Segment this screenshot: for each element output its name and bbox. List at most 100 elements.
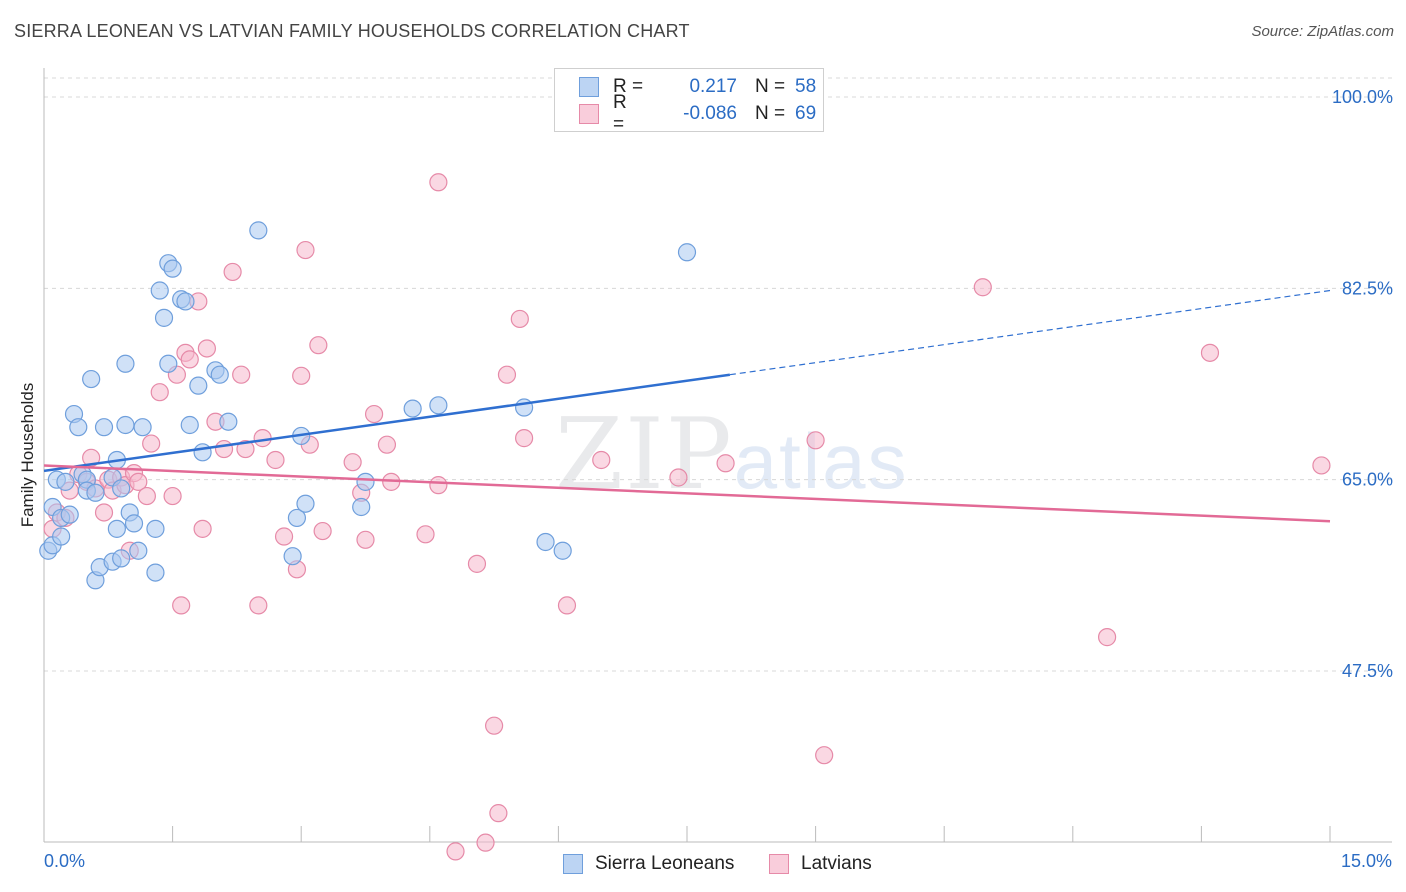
latvian-point xyxy=(467,554,487,573)
sierra-leonean-point xyxy=(210,365,229,384)
sierra-leonean-point xyxy=(403,399,422,418)
legend-r-label: R = xyxy=(613,92,627,135)
latvian-point xyxy=(815,746,834,765)
latvian-point xyxy=(253,429,272,448)
latvian-point xyxy=(180,350,199,369)
sierra-leonean-point xyxy=(553,541,572,560)
sierra-leonean-point xyxy=(112,479,131,498)
correlation-legend: R = 0.217 N = 58 R = -0.086 N = 69 xyxy=(554,68,824,135)
sierra-leonean-point xyxy=(429,396,448,415)
latvian-point xyxy=(510,309,529,329)
latvian-point xyxy=(274,527,294,546)
latvian-point xyxy=(416,525,435,544)
sierra-leonean-point xyxy=(82,369,101,389)
sierra-leonean-point xyxy=(146,563,165,582)
bottom-legend-sierra-leoneans: Sierra Leoneans xyxy=(563,851,734,877)
chart-title: SIERRA LEONEAN VS LATVIAN FAMILY HOUSEHO… xyxy=(14,21,690,41)
legend-r-label: R = xyxy=(613,76,644,97)
sierra-leonean-point xyxy=(129,541,148,560)
bottom-legend-latvians: Latvians xyxy=(769,851,872,877)
latvian-point xyxy=(429,476,448,495)
sierra-leonean-point xyxy=(124,514,144,533)
sierra-leonean-point xyxy=(180,415,199,435)
sierra-leonean-point xyxy=(112,549,131,568)
latvian-point xyxy=(1200,343,1220,362)
y-tick-label: 65.0% xyxy=(1342,470,1393,490)
bottom-legend-swatch-pink xyxy=(769,854,789,874)
latvian-point xyxy=(236,439,255,459)
sierra-leonean-point xyxy=(94,418,114,437)
latvian-point xyxy=(592,450,611,470)
legend-swatch-blue xyxy=(579,77,599,97)
sierra-leonean-point xyxy=(146,519,165,538)
sierra-leonean-point xyxy=(159,354,178,373)
latvian-point xyxy=(129,472,148,491)
sierra-leonean-point xyxy=(249,221,268,240)
sierra-leonean-point xyxy=(56,472,75,491)
latvian-point xyxy=(232,365,251,384)
latvian-point xyxy=(193,519,212,538)
sierra-leonean-point xyxy=(107,519,126,538)
latvian-point xyxy=(313,521,332,541)
sierra-leonean-point xyxy=(116,354,135,373)
legend-n-label: N = xyxy=(755,76,786,97)
latvian-point xyxy=(716,454,735,473)
sierra-leonean-point xyxy=(193,443,212,462)
latvian-point xyxy=(377,435,397,454)
x-tick-max: 15.0% xyxy=(1340,851,1392,871)
chart-source: Source: ZipAtlas.com xyxy=(1251,23,1394,40)
bottom-legend-swatch-blue xyxy=(563,854,583,874)
sierra-leonean-trendline-extension xyxy=(729,289,1331,376)
sierra-leonean-point xyxy=(677,243,697,262)
sierra-leonean-point xyxy=(133,418,152,437)
latvian-point xyxy=(296,240,315,260)
sierra-leonean-point xyxy=(189,376,208,395)
sierra-leonean-point xyxy=(116,415,135,435)
legend-swatch-pink xyxy=(579,104,599,124)
latvian-point xyxy=(557,596,577,615)
latvian-point xyxy=(429,173,448,192)
bottom-legend-label: Latvians xyxy=(801,853,872,874)
latvian-point xyxy=(142,434,161,453)
latvian-point xyxy=(266,450,285,470)
legend-r-value: -0.086 xyxy=(683,103,737,124)
latvian-point xyxy=(476,833,495,852)
x-tick-min: 0.0% xyxy=(44,851,86,871)
latvian-point xyxy=(309,336,328,355)
latvian-point xyxy=(172,596,191,615)
y-tick-label: 47.5% xyxy=(1342,661,1393,681)
latvian-trendline xyxy=(43,464,1331,523)
legend-n-label: N = xyxy=(755,103,786,124)
sierra-leonean-point xyxy=(86,483,105,502)
y-axis-label: Family Households xyxy=(18,382,37,528)
latvian-point xyxy=(446,842,465,861)
sierra-leonean-point xyxy=(352,497,371,517)
latvian-point xyxy=(489,804,508,823)
legend-n-value: 69 xyxy=(795,103,817,124)
latvian-point xyxy=(292,366,311,385)
legend-row-sierra-leoneans: R = 0.217 N = 58 xyxy=(579,75,816,99)
sierra-leonean-point xyxy=(52,527,71,546)
watermark-atlas: atlas xyxy=(733,417,909,505)
latvian-point xyxy=(150,383,169,402)
sierra-leonean-point xyxy=(356,472,375,491)
latvian-point xyxy=(343,453,362,472)
y-tick-label: 100.0% xyxy=(1332,87,1393,107)
latvian-point xyxy=(1097,628,1117,647)
latvian-point xyxy=(1312,456,1331,475)
latvian-point xyxy=(94,503,114,522)
y-tick-label: 82.5% xyxy=(1342,278,1393,298)
sierra-leonean-trendline xyxy=(43,373,731,473)
latvian-point xyxy=(669,468,688,487)
legend-row-latvians: R = -0.086 N = 69 xyxy=(579,92,817,135)
bottom-legend-label: Sierra Leoneans xyxy=(595,853,735,874)
sierra-leonean-point xyxy=(154,308,174,327)
sierra-leonean-point xyxy=(69,418,88,437)
sierra-leonean-point xyxy=(296,494,315,513)
sierra-leonean-point xyxy=(163,259,182,278)
latvian-point xyxy=(163,486,182,506)
sierra-leonean-point xyxy=(219,412,238,431)
sierra-leonean-point xyxy=(287,508,307,528)
sierra-leonean-point xyxy=(60,505,79,524)
